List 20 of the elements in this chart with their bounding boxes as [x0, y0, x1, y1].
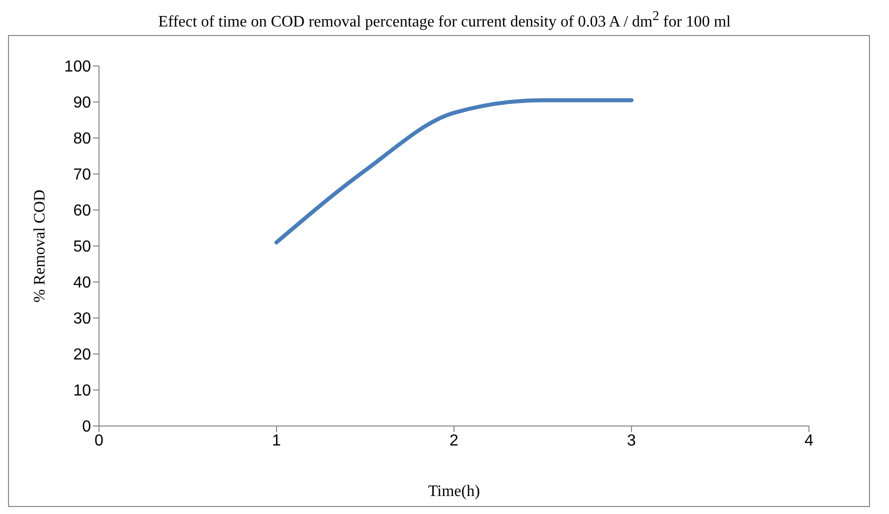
- y-tick-label: 50: [73, 239, 92, 256]
- x-tick-label: 3: [627, 432, 636, 450]
- y-tick-label: 90: [73, 95, 92, 112]
- y-tick-label: 60: [73, 203, 92, 220]
- x-tick-label: 4: [804, 432, 814, 450]
- y-tick-label: 80: [73, 131, 92, 148]
- x-tick-label: 1: [272, 432, 282, 450]
- y-tick-label: 30: [73, 311, 92, 328]
- y-tick-label: 70: [73, 167, 92, 184]
- y-tick-label: 20: [73, 347, 92, 364]
- x-tick-label: 2: [450, 432, 459, 450]
- y-tick-label: 40: [73, 275, 92, 292]
- y-tick-label: 10: [73, 383, 92, 400]
- chart-title: Effect of time on COD removal percentage for current density of 0.03 A / dm$^{2}$ for 100 ml: [157, 8, 732, 32]
- x-tick-label: 0: [94, 432, 104, 450]
- x-axis-title: Time(h): [428, 483, 480, 500]
- line-series: [274, 98, 634, 245]
- y-tick-label: 100: [64, 59, 92, 76]
- y-tick-label: 0: [82, 419, 92, 436]
- y-axis-title: % Removal COD: [32, 190, 49, 303]
